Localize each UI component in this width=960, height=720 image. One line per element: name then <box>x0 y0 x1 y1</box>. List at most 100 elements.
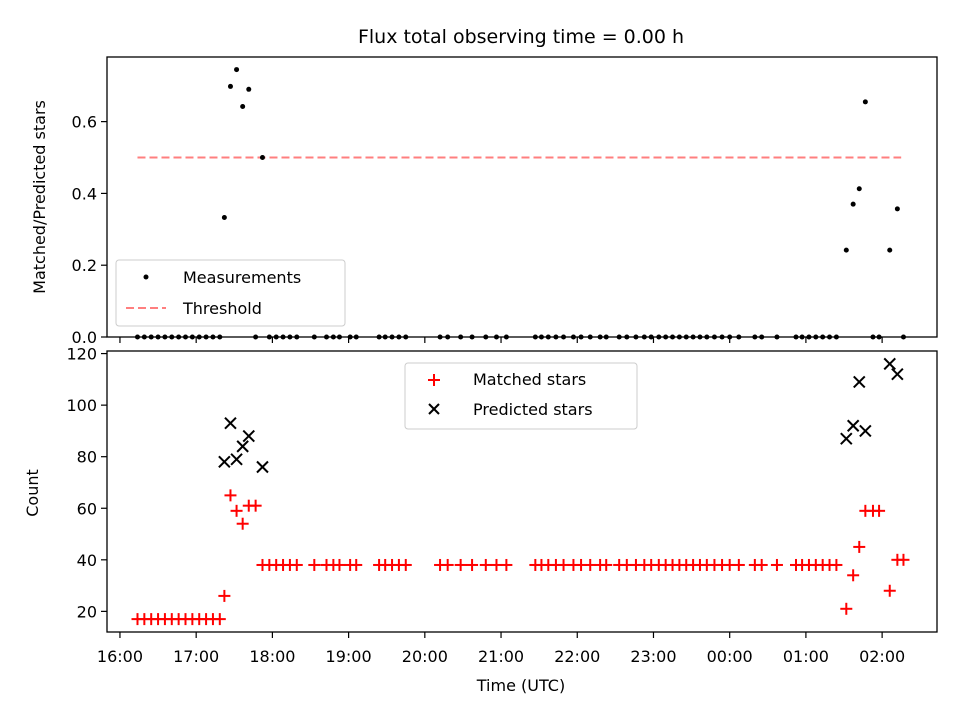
matched-star-point <box>770 558 783 571</box>
predicted-star-point <box>236 440 249 453</box>
measurement-point <box>894 206 900 212</box>
bottom-x-tick-label: 00:00 <box>707 647 753 666</box>
legend-label-predicted-stars: Predicted stars <box>473 400 593 419</box>
measurement-point <box>234 67 240 73</box>
legend-marker-measurements <box>143 274 149 280</box>
predicted-star-point <box>218 455 231 469</box>
predicted-star-point <box>883 357 896 371</box>
bottom-y-axis-label: Count <box>23 469 42 517</box>
matched-star-point <box>500 558 513 571</box>
matched-star-point <box>873 504 886 517</box>
legend-label-measurements: Measurements <box>183 268 301 287</box>
legend-label-matched-stars: Matched stars <box>473 370 586 389</box>
bottom-panel: 20 40 60 80 100 120 16:00 17:00 18:00 19:00 20:00… <box>23 345 938 695</box>
bottom-y-tick-label: 40 <box>77 551 97 570</box>
predicted-star-point <box>891 367 904 381</box>
predicted-star-point <box>242 429 255 443</box>
measurement-point <box>862 99 868 105</box>
predicted-star-point <box>230 453 243 466</box>
bottom-y-tick-label: 120 <box>66 345 97 364</box>
bottom-x-tick-label: 23:00 <box>630 647 676 666</box>
matched-star-point <box>883 584 896 597</box>
predicted-star-stroke-b <box>840 432 853 445</box>
bottom-y-tick-label: 80 <box>77 448 97 467</box>
bottom-y-tick-label: 20 <box>77 602 97 621</box>
predicted-star-point <box>859 424 872 438</box>
predicted-star-stroke-b <box>846 419 860 432</box>
predicted-star-stroke-b <box>853 375 866 389</box>
bottom-x-tick-label: 18:00 <box>249 647 295 666</box>
measurement-point <box>221 214 227 220</box>
matched-star-point <box>441 558 454 571</box>
top-y-tick-label: 0.6 <box>72 113 97 132</box>
matched-star-point <box>224 489 237 502</box>
bottom-x-tick-label: 21:00 <box>478 647 524 666</box>
chart-title: Flux total observing time = 0.00 h <box>358 26 684 48</box>
measurement-point <box>246 86 252 92</box>
top-legend: Measurements Threshold <box>115 259 346 327</box>
top-legend-box <box>115 259 346 327</box>
legend-marker-predicted-stars <box>428 403 440 415</box>
top-y-tick-label: 0.4 <box>72 184 97 203</box>
bottom-y-tick-label: 60 <box>77 499 97 518</box>
matched-star-point <box>230 504 243 517</box>
matched-star-point <box>847 569 860 582</box>
matched-star-point <box>290 558 303 571</box>
bottom-data-marks <box>131 357 910 626</box>
top-y-axis-label: Matched/Predicted stars <box>30 100 49 294</box>
measurement-point <box>850 201 856 207</box>
matched-star-point <box>600 558 613 571</box>
measurement-point <box>227 83 233 89</box>
matched-star-point <box>249 499 262 512</box>
bottom-legend: Matched stars Predicted stars <box>404 362 638 430</box>
predicted-star-point <box>853 375 866 389</box>
matched-star-point <box>830 558 843 571</box>
top-axes-frame <box>106 56 938 338</box>
matched-star-point <box>853 540 866 553</box>
top-panel: Flux total observing time = 0.00 h 0.00.… <box>30 26 938 347</box>
bottom-axes-frame <box>106 350 938 633</box>
bottom-x-tick-label: 20:00 <box>402 647 448 666</box>
predicted-star-stroke-b <box>218 455 231 469</box>
matched-star-point <box>755 558 768 571</box>
top-x-axis-ticks <box>119 337 883 343</box>
matched-star-point <box>308 558 321 571</box>
matched-star-point <box>350 558 363 571</box>
matched-star-point <box>479 558 492 571</box>
legend-marker-matched-stars <box>428 374 440 386</box>
bottom-x-tick-label: 17:00 <box>173 647 219 666</box>
measurement-point <box>843 247 849 253</box>
legend-label-threshold: Threshold <box>182 299 262 318</box>
bottom-x-tick-label: 16:00 <box>97 647 143 666</box>
predicted-star-stroke-b <box>256 460 269 474</box>
top-y-axis-ticks: 0.0 0.2 0.4 0.6 <box>72 113 107 347</box>
bottom-x-tick-label: 01:00 <box>783 647 829 666</box>
matched-star-point <box>454 558 467 571</box>
predicted-star-point <box>846 419 860 432</box>
matched-star-point <box>213 613 226 626</box>
matched-star-point <box>732 558 745 571</box>
predicted-star-stroke-b <box>242 429 255 443</box>
measurement-point <box>259 155 265 161</box>
top-y-tick-label: 0.0 <box>72 328 97 347</box>
bottom-x-tick-label: 19:00 <box>326 647 372 666</box>
bottom-legend-box <box>404 362 638 430</box>
bottom-y-tick-label: 100 <box>66 396 97 415</box>
matched-star-point <box>466 558 479 571</box>
predicted-star-stroke-b <box>891 367 904 381</box>
bottom-y-axis-ticks: 20 40 60 80 100 120 <box>66 345 107 621</box>
matched-star-point <box>399 558 412 571</box>
matched-star-point <box>218 589 231 602</box>
matched-star-point <box>333 558 346 571</box>
predicted-star-point <box>224 416 237 430</box>
predicted-star-point <box>840 432 853 445</box>
predicted-star-stroke-b <box>230 453 243 466</box>
predicted-star-stroke-b <box>859 424 872 438</box>
matched-star-point <box>840 602 853 615</box>
predicted-star-stroke-b <box>224 416 237 430</box>
predicted-star-point <box>256 460 269 474</box>
bottom-x-axis-ticks: 16:00 17:00 18:00 19:00 20:00 21:00 22:00 23:00… <box>97 632 905 666</box>
top-y-tick-label: 0.2 <box>72 256 97 275</box>
